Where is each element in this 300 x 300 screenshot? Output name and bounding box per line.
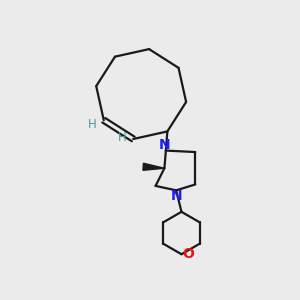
Text: N: N <box>159 138 170 152</box>
Polygon shape <box>143 163 164 170</box>
Text: N: N <box>171 189 183 203</box>
Text: H: H <box>88 118 97 131</box>
Text: O: O <box>182 247 194 261</box>
Text: H: H <box>118 131 126 144</box>
